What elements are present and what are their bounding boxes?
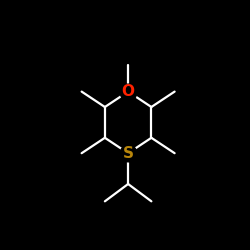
Text: O: O bbox=[122, 84, 134, 99]
Text: S: S bbox=[122, 146, 134, 161]
